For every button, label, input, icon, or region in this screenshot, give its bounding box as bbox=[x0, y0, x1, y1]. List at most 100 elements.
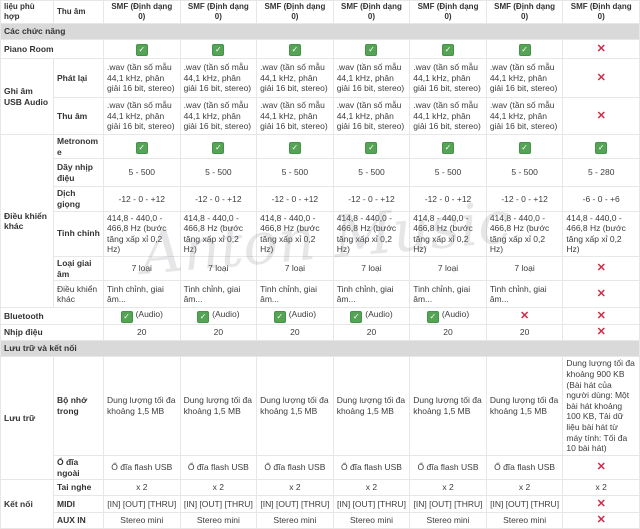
cell-text: Dung lượng tối đa khoảng 1,5 MB bbox=[183, 395, 253, 417]
table-cell: .wav (tần số mẫu 44,1 kHz, phân giải 16 … bbox=[256, 97, 334, 135]
cell-text: 414,8 - 440,0 - 466,8 Hz (bước tăng xấp … bbox=[336, 212, 397, 255]
cross-icon: ✕ bbox=[596, 287, 606, 300]
table-cell: ✓ bbox=[409, 133, 487, 160]
table-row: Điều khiển khác Metronome ✓ ✓ ✓ ✓ ✓ ✓ ✓ bbox=[0, 133, 640, 309]
table-cell: Ổ đĩa flash USB bbox=[409, 454, 487, 481]
table-cell: 20 bbox=[103, 324, 181, 342]
table-cell: x 2 bbox=[409, 479, 487, 497]
row-label: Nhịp điệu bbox=[0, 324, 104, 342]
cell-text: -12 - 0 - +12 bbox=[348, 193, 395, 204]
table-cell: ✓ bbox=[256, 39, 334, 59]
cell-text: Ổ đĩa flash USB bbox=[417, 462, 479, 473]
cell-text: x 2 bbox=[289, 482, 301, 493]
cell-text: 20 bbox=[519, 327, 530, 338]
table-cell: Dung lượng tối đa khoảng 1,5 MB bbox=[179, 356, 258, 456]
table-cell: 414,8 - 440,0 - 466,8 Hz (bước tăng xấp … bbox=[179, 210, 258, 257]
table-cell: 414,8 - 440,0 - 466,8 Hz (bước tăng xấp … bbox=[409, 210, 487, 257]
table-cell: -12 - 0 - +12 bbox=[256, 186, 334, 212]
table-cell: x 2 bbox=[562, 479, 640, 497]
cell-text: 7 loại bbox=[131, 263, 152, 274]
row-label: MIDI bbox=[53, 495, 104, 514]
table-cell: ✕ bbox=[562, 495, 640, 514]
cell-text: 5 - 500 bbox=[511, 167, 538, 178]
table-row: liệu phù hợp Thu âm SMF (Định dạng 0) SMF (… bbox=[0, 0, 640, 24]
table-cell: ✕ bbox=[562, 324, 640, 342]
cell-text: SMF (Định dạng 0) bbox=[494, 2, 556, 21]
cell-text: .wav (tần số mẫu 44,1 kHz, phân giải 16 … bbox=[183, 62, 252, 94]
table-cell: SMF (Định dạng 0) bbox=[179, 0, 258, 24]
table-cell: 414,8 - 440,0 - 466,8 Hz (bước tăng xấp … bbox=[485, 210, 564, 257]
table-cell: .wav (tần số mẫu 44,1 kHz, phân giải 16 … bbox=[409, 97, 487, 135]
table-cell: SMF (Định dạng 0) bbox=[332, 0, 411, 24]
table-cell: ✓ bbox=[256, 133, 334, 160]
table-row: Ổ đĩa ngoài Ổ đĩa flash USB Ổ đĩa flash US… bbox=[1, 454, 640, 481]
table-cell: Dung lượng tối đa khoảng 1,5 MB bbox=[103, 356, 181, 456]
table-cell: ✓ bbox=[562, 133, 640, 160]
cell-text: Stereo mini bbox=[349, 515, 393, 526]
table-cell: ✓ bbox=[179, 133, 258, 160]
table-cell: Ổ đĩa flash USB bbox=[256, 454, 334, 481]
table-cell: Tinh chỉnh, giai âm... bbox=[485, 280, 564, 309]
cell-text: x 2 bbox=[136, 482, 148, 493]
cell-text: .wav (tần số mẫu 44,1 kHz, phân giải 16 … bbox=[107, 62, 175, 94]
cell-text: 7 loại bbox=[514, 263, 535, 274]
table-cell: 7 loại bbox=[179, 255, 258, 282]
table-cell: ✕ bbox=[562, 255, 640, 282]
cell-text: 20 bbox=[366, 327, 377, 338]
row-label: Tai nghe bbox=[53, 479, 104, 497]
cell-text: 5 - 500 bbox=[358, 167, 385, 178]
cell-text: .wav (tần số mẫu 44,1 kHz, phân giải 16 … bbox=[260, 62, 328, 94]
table-cell: 414,8 - 440,0 - 466,8 Hz (bước tăng xấp … bbox=[103, 210, 181, 257]
cell-text: Dung lượng tối đa khoảng 1,5 MB bbox=[489, 395, 559, 417]
cell-text: Tinh chỉnh, giai âm... bbox=[413, 283, 471, 305]
row-label: AUX IN bbox=[53, 512, 104, 529]
table-cell: 7 loại bbox=[332, 255, 411, 282]
table-cell: 20 bbox=[179, 324, 258, 342]
table-cell: SMF (Định dạng 0) bbox=[256, 0, 334, 24]
table-cell: ✓ bbox=[103, 133, 181, 160]
table-cell: 7 loại bbox=[485, 255, 564, 282]
table-cell: ✓ (Audio) bbox=[179, 307, 258, 326]
check-icon: ✓ bbox=[288, 44, 301, 56]
cell-text: 20 bbox=[137, 327, 147, 338]
cell-text: .wav (tần số mẫu 44,1 kHz, phân giải 16 … bbox=[260, 100, 328, 132]
table-row: Loại giai âm 7 loại 7 loại 7 loại 7 loại 7 lo… bbox=[1, 255, 640, 282]
table-cell: [IN] [OUT] [THRU] bbox=[103, 495, 181, 514]
cell-text: x 2 bbox=[365, 482, 378, 493]
table-cell: ✕ bbox=[562, 454, 640, 481]
section-row: Lưu trữ và kết nối bbox=[0, 340, 640, 358]
table-cell: .wav (tần số mẫu 44,1 kHz, phân giải 16 … bbox=[179, 97, 258, 135]
check-icon: ✓ bbox=[365, 44, 378, 56]
row-label: Điều khiển khác bbox=[53, 280, 104, 309]
table-cell: Ổ đĩa flash USB bbox=[103, 454, 181, 481]
cell-text: Tinh chỉnh, giai âm... bbox=[489, 283, 547, 305]
table-row: Kết nối Tai nghe x 2 x 2 x 2 x 2 x 2 x 2 x 2 bbox=[0, 479, 640, 529]
check-icon: ✓ bbox=[273, 311, 286, 324]
cross-icon: ✕ bbox=[596, 42, 606, 55]
table-cell: ✕ bbox=[485, 307, 564, 326]
table-cell: [IN] [OUT] [THRU] bbox=[409, 495, 487, 514]
cell-text: .wav (tần số mẫu 44,1 kHz, phân giải 16 … bbox=[107, 100, 175, 132]
table-cell: 414,8 - 440,0 - 466,8 Hz (bước tăng xấp … bbox=[562, 210, 640, 257]
table-cell: .wav (tần số mẫu 44,1 kHz, phân giải 16 … bbox=[179, 58, 258, 98]
table-cell: 5 - 500 bbox=[103, 158, 181, 188]
cell-text: .wav (tần số mẫu 44,1 kHz, phân giải 16 … bbox=[336, 100, 405, 132]
check-icon: ✓ bbox=[120, 311, 133, 324]
table-cell: ✕ bbox=[562, 512, 640, 529]
cell-text: -12 - 0 - +12 bbox=[271, 193, 319, 204]
cell-text: (Audio) bbox=[288, 309, 317, 320]
row-label: Bluetooth bbox=[0, 307, 104, 326]
table-cell: .wav (tần số mẫu 44,1 kHz, phân giải 16 … bbox=[485, 97, 564, 135]
table-cell: Tinh chỉnh, giai âm... bbox=[179, 280, 258, 309]
cell-text: .wav (tần số mẫu 44,1 kHz, phân giải 16 … bbox=[489, 62, 558, 94]
check-icon: ✓ bbox=[135, 141, 148, 154]
cell-text: Dung lượng tối đa khoảng 900 KB (Bài hát… bbox=[566, 358, 635, 454]
check-icon: ✓ bbox=[595, 141, 608, 154]
table-cell: 20 bbox=[332, 324, 411, 342]
cell-text: Ổ đĩa flash USB bbox=[187, 462, 249, 473]
cell-text: x 2 bbox=[442, 482, 454, 493]
table-cell: [IN] [OUT] [THRU] bbox=[485, 495, 564, 514]
cell-text: SMF (Định dạng 0) bbox=[111, 2, 173, 21]
table-cell: Ổ đĩa flash USB bbox=[179, 454, 258, 481]
